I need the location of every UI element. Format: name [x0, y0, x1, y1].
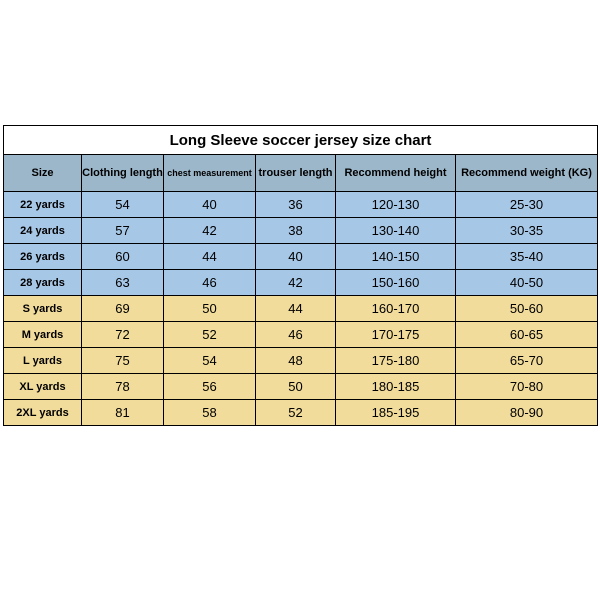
row-value: 42 — [164, 218, 256, 244]
row-value: 130-140 — [336, 218, 456, 244]
row-value: 60-65 — [456, 322, 598, 348]
row-value: 58 — [164, 400, 256, 426]
row-value: 69 — [82, 296, 164, 322]
row-value: 50-60 — [456, 296, 598, 322]
row-label: L yards — [4, 348, 82, 374]
row-label: 28 yards — [4, 270, 82, 296]
table-row: 24 yards574238130-14030-35 — [4, 218, 598, 244]
row-label: 24 yards — [4, 218, 82, 244]
row-value: 56 — [164, 374, 256, 400]
row-value: 46 — [164, 270, 256, 296]
row-value: 48 — [256, 348, 336, 374]
row-value: 80-90 — [456, 400, 598, 426]
table-row: M yards725246170-17560-65 — [4, 322, 598, 348]
row-value: 120-130 — [336, 192, 456, 218]
row-value: 65-70 — [456, 348, 598, 374]
row-value: 63 — [82, 270, 164, 296]
row-value: 38 — [256, 218, 336, 244]
row-label: 2XL yards — [4, 400, 82, 426]
row-label: XL yards — [4, 374, 82, 400]
row-value: 50 — [164, 296, 256, 322]
row-value: 25-30 — [456, 192, 598, 218]
row-value: 44 — [256, 296, 336, 322]
table-row: XL yards785650180-18570-80 — [4, 374, 598, 400]
row-value: 46 — [256, 322, 336, 348]
row-value: 40 — [256, 244, 336, 270]
col-header: Clothing length — [82, 155, 164, 192]
row-label: M yards — [4, 322, 82, 348]
row-value: 75 — [82, 348, 164, 374]
row-value: 40-50 — [456, 270, 598, 296]
row-value: 170-175 — [336, 322, 456, 348]
row-value: 54 — [82, 192, 164, 218]
row-value: 70-80 — [456, 374, 598, 400]
row-value: 185-195 — [336, 400, 456, 426]
table-row: 28 yards634642150-16040-50 — [4, 270, 598, 296]
row-value: 72 — [82, 322, 164, 348]
row-label: 26 yards — [4, 244, 82, 270]
table-row: 2XL yards815852185-19580-90 — [4, 400, 598, 426]
col-header: Recommend weight (KG) — [456, 155, 598, 192]
row-value: 60 — [82, 244, 164, 270]
row-value: 44 — [164, 244, 256, 270]
row-value: 78 — [82, 374, 164, 400]
row-value: 50 — [256, 374, 336, 400]
row-value: 140-150 — [336, 244, 456, 270]
size-chart-table: Long Sleeve soccer jersey size chartSize… — [3, 125, 598, 426]
table-row: 26 yards604440140-15035-40 — [4, 244, 598, 270]
table-row: S yards695044160-17050-60 — [4, 296, 598, 322]
table-row: L yards755448175-18065-70 — [4, 348, 598, 374]
row-value: 30-35 — [456, 218, 598, 244]
row-value: 150-160 — [336, 270, 456, 296]
row-value: 36 — [256, 192, 336, 218]
row-label: 22 yards — [4, 192, 82, 218]
row-value: 175-180 — [336, 348, 456, 374]
row-value: 160-170 — [336, 296, 456, 322]
col-header: trouser length — [256, 155, 336, 192]
row-value: 35-40 — [456, 244, 598, 270]
col-header: Size — [4, 155, 82, 192]
col-header: chest measurement — [164, 155, 256, 192]
row-value: 81 — [82, 400, 164, 426]
row-value: 40 — [164, 192, 256, 218]
row-value: 57 — [82, 218, 164, 244]
row-value: 180-185 — [336, 374, 456, 400]
table-row: 22 yards544036120-13025-30 — [4, 192, 598, 218]
row-value: 54 — [164, 348, 256, 374]
row-value: 42 — [256, 270, 336, 296]
row-label: S yards — [4, 296, 82, 322]
col-header: Recommend height — [336, 155, 456, 192]
chart-title: Long Sleeve soccer jersey size chart — [4, 126, 598, 155]
row-value: 52 — [164, 322, 256, 348]
row-value: 52 — [256, 400, 336, 426]
